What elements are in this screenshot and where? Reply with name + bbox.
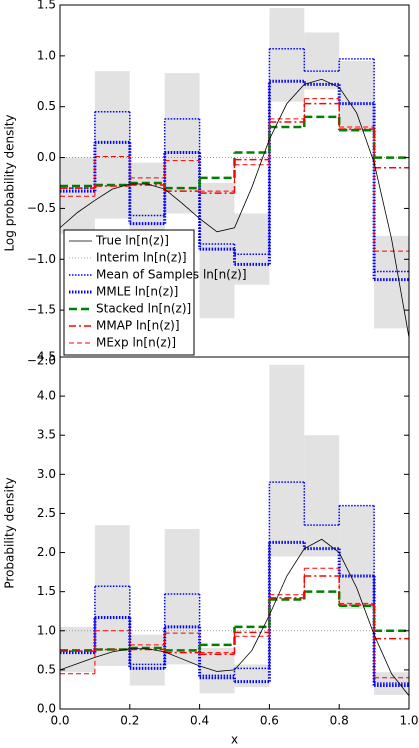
y-tick-label: −1.5 — [27, 303, 56, 317]
legend-label: True ln[n(z)] — [95, 234, 169, 248]
y-tick-label: −0.5 — [27, 201, 56, 215]
legend-label: MExp ln[n(z)] — [96, 336, 176, 350]
y-tick-label: 0.5 — [37, 662, 56, 676]
y-tick-label: 1.5 — [37, 584, 56, 598]
range-band — [304, 32, 340, 90]
range-band — [60, 157, 95, 234]
y-tick-label: 4.0 — [37, 389, 56, 403]
x-tick-label: 0.6 — [260, 714, 279, 728]
y-tick-label: 2.5 — [37, 506, 56, 520]
x-axis-label: x — [231, 733, 238, 747]
legend-label: Interim ln[n(z)] — [96, 251, 187, 265]
range-band — [374, 235, 409, 329]
range-band — [339, 60, 375, 133]
true-curve — [60, 78, 409, 338]
legend-label: Stacked ln[n(z)] — [96, 302, 191, 316]
range-band — [269, 8, 305, 102]
y-tick-label: 4.5 — [37, 350, 56, 364]
y-tick-label: 1.0 — [37, 623, 56, 637]
y-axis-label: Log probability density — [3, 114, 17, 251]
range-band — [304, 435, 340, 557]
y-tick-label: 0.0 — [37, 702, 56, 716]
range-band — [234, 213, 270, 285]
x-tick-label: 1.0 — [399, 714, 418, 728]
legend-label: Mean of Samples ln[n(z)] — [96, 268, 247, 282]
legend-label: MMAP ln[n(z)] — [96, 319, 180, 333]
y-tick-label: 3.0 — [37, 467, 56, 481]
x-tick-label: 0.4 — [190, 714, 209, 728]
y-tick-label: 2.0 — [37, 545, 56, 559]
y-tick-label: 0.5 — [37, 99, 56, 113]
y-tick-label: 1.5 — [37, 0, 56, 12]
range-band — [94, 525, 130, 666]
legend-label: MMLE ln[n(z)] — [96, 285, 178, 299]
range-band — [234, 664, 270, 688]
range-band — [164, 529, 200, 665]
y-tick-label: 3.5 — [37, 428, 56, 442]
y-tick-label: 0.0 — [37, 150, 56, 164]
plot-area — [60, 8, 409, 338]
plot-frame — [59, 356, 410, 710]
range-band — [129, 634, 165, 686]
true-curve — [60, 538, 409, 696]
y-tick-label: −2.0 — [27, 354, 56, 368]
range-band — [199, 183, 235, 319]
range-band — [269, 364, 305, 557]
y-axis-label: Probability density — [3, 477, 17, 588]
y-tick-label: 1.0 — [37, 48, 56, 62]
range-band — [164, 73, 200, 214]
range-band — [339, 505, 375, 609]
legend: True ln[n(z)] Interim ln[n(z)] Mean of Sam… — [63, 229, 247, 356]
range-band — [374, 672, 409, 695]
y-tick-label: −1.0 — [27, 252, 56, 266]
plot-area — [60, 364, 409, 696]
x-tick-label: 0.2 — [120, 714, 139, 728]
x-tick-label: 0.0 — [50, 714, 69, 728]
range-band — [94, 71, 130, 219]
legend-box — [63, 229, 195, 356]
x-tick-label: 0.8 — [330, 714, 349, 728]
